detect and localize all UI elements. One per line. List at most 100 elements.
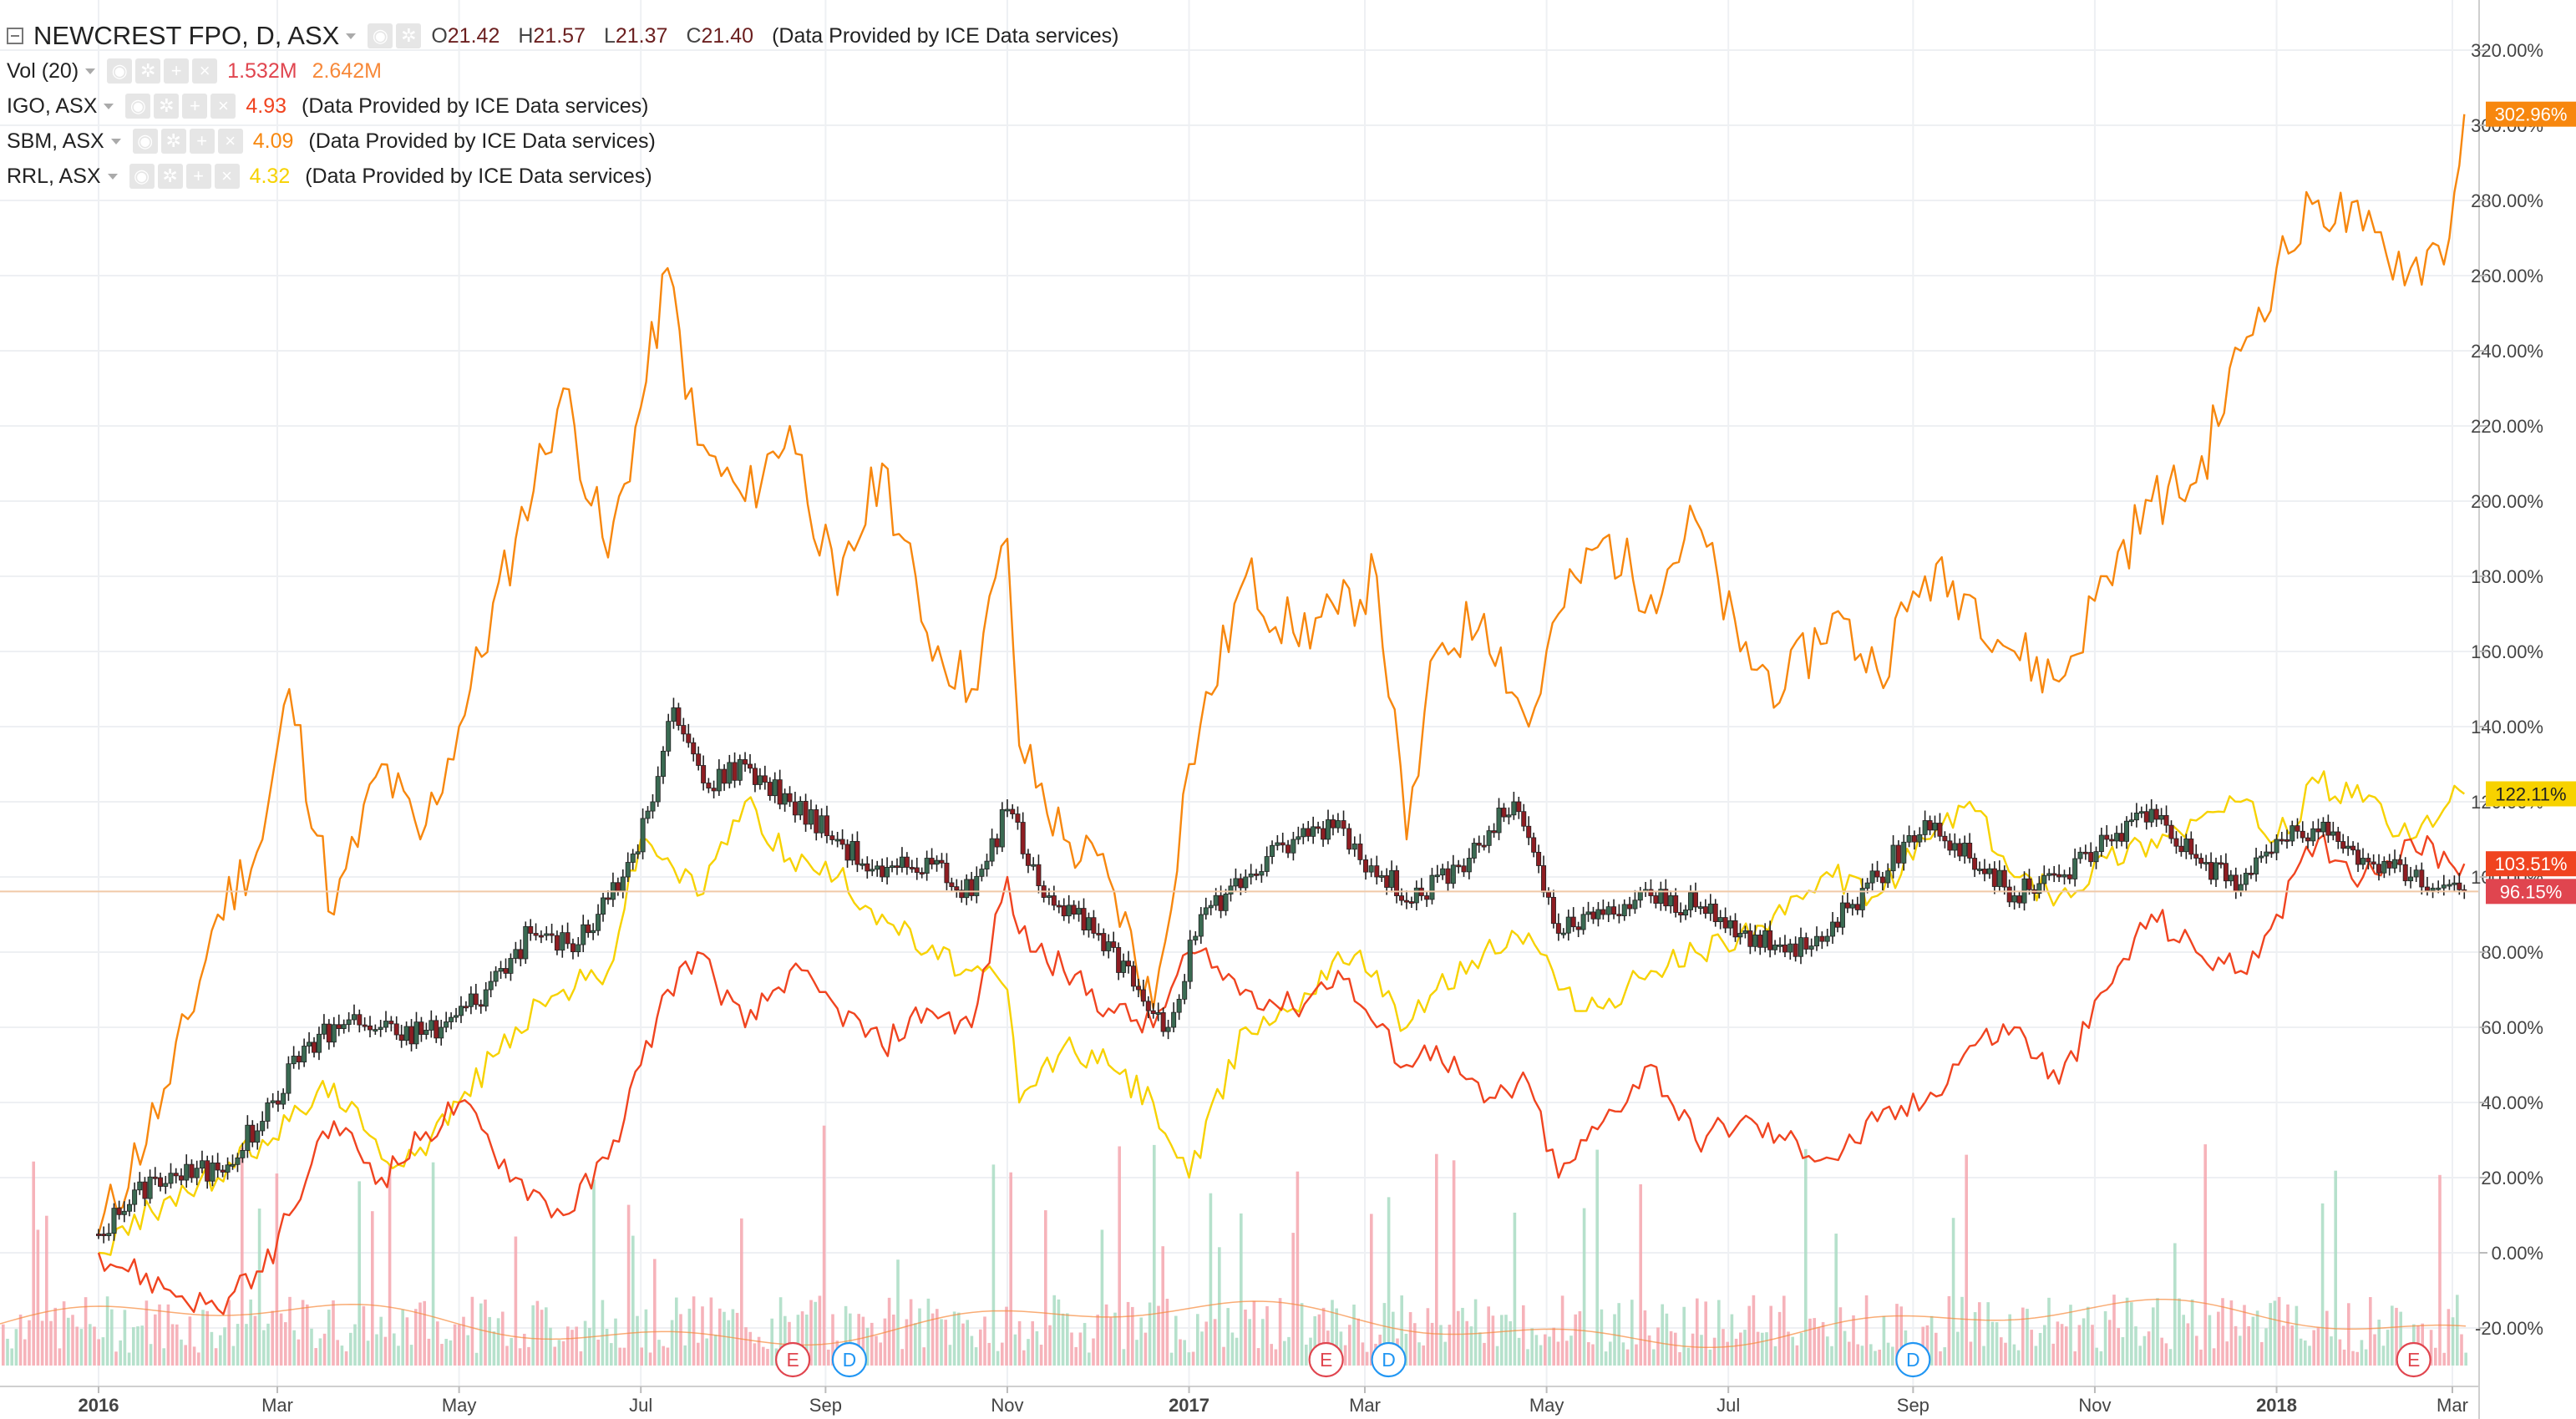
candle-body: [839, 839, 845, 845]
volume-bar: [1891, 1346, 1894, 1366]
chevron-down-icon[interactable]: [110, 138, 121, 144]
last-value-badge: [2486, 781, 2576, 807]
candle-body: [865, 863, 870, 872]
chevron-down-icon[interactable]: [346, 33, 357, 39]
volume-bar: [1478, 1332, 1482, 1366]
last-value-text: 302.96%: [2495, 104, 2568, 125]
legend-volume[interactable]: Vol (20) ◉ ✲ + × 1.532M 2.642M: [7, 53, 1119, 89]
chevron-down-icon[interactable]: [104, 103, 114, 109]
candle-body: [974, 875, 980, 896]
gear-icon[interactable]: ✲: [396, 23, 422, 48]
close-icon[interactable]: ×: [192, 58, 218, 84]
candle-body: [368, 1025, 373, 1031]
legend-rrl[interactable]: RRL, ASX ◉ ✲ + × 4.32 (Data Provided by …: [7, 159, 1119, 194]
candle-body: [2430, 887, 2436, 891]
candle-body: [2143, 811, 2149, 823]
volume-bar: [1161, 1246, 1164, 1366]
volume-bar: [449, 1340, 453, 1366]
chevron-down-icon[interactable]: [85, 68, 96, 74]
last-value-badge: [2486, 101, 2576, 127]
volume-bar: [1965, 1154, 1968, 1366]
candle-body: [1977, 869, 1983, 871]
legend-main-series[interactable]: NEWCREST FPO, D, ASX ◉ ✲ O21.42 H21.57 L…: [7, 18, 1119, 53]
volume-bar: [2099, 1351, 2103, 1366]
volume-bar: [952, 1311, 956, 1366]
candle-body: [1176, 998, 1182, 1013]
close-icon[interactable]: ×: [217, 129, 243, 154]
volume-bar: [453, 1324, 457, 1366]
volume-bar: [1078, 1332, 1083, 1366]
price-axis[interactable]: 320.00%300.00%280.00%260.00%240.00%220.0…: [2471, 40, 2543, 1339]
volume-bar: [322, 1333, 327, 1366]
dividend-marker[interactable]: [1371, 1341, 1407, 1378]
candle-body: [1275, 842, 1280, 846]
gear-icon[interactable]: ✲: [157, 164, 183, 189]
chevron-down-icon[interactable]: [107, 173, 118, 180]
earnings-marker[interactable]: [1308, 1341, 1344, 1378]
volume-bar: [158, 1304, 161, 1366]
volume-bar: [1491, 1315, 1495, 1366]
volume-bar: [735, 1312, 739, 1366]
candle-body: [2223, 863, 2229, 882]
candle-body: [523, 925, 529, 960]
volume-bar: [1630, 1300, 1634, 1366]
candle-body: [620, 876, 626, 891]
candle-body: [2178, 845, 2184, 853]
volume-bar: [814, 1301, 817, 1366]
plus-icon[interactable]: +: [185, 164, 211, 189]
candle-body: [2198, 858, 2204, 864]
candle-body: [880, 865, 885, 878]
volume-bar: [748, 1331, 752, 1366]
eye-icon[interactable]: ◉: [129, 164, 155, 189]
legend-igo[interactable]: IGO, ASX ◉ ✲ + × 4.93 (Data Provided by …: [7, 89, 1119, 124]
time-axis[interactable]: 2016 Mar May Jul Sep Nov 2017 Mar May Jul Sep Nov 20…: [79, 1386, 2468, 1416]
volume-bar: [2320, 1203, 2325, 1366]
close-icon[interactable]: ×: [210, 94, 236, 119]
volume-bar: [1544, 1334, 1547, 1366]
series-line-sbm[interactable]: [97, 114, 2466, 1234]
earnings-marker[interactable]: [2396, 1341, 2431, 1378]
eye-icon[interactable]: ◉: [125, 94, 151, 119]
volume-bar: [822, 1125, 826, 1366]
plus-icon[interactable]: +: [182, 94, 208, 119]
candle-body: [1772, 945, 1778, 950]
plus-icon[interactable]: +: [189, 129, 215, 154]
candle-body: [645, 810, 651, 819]
volume-bar: [892, 1314, 895, 1366]
volume-bar: [766, 1349, 769, 1366]
collapse-icon[interactable]: [7, 28, 23, 44]
legend-sbm[interactable]: SBM, ASX ◉ ✲ + × 4.09 (Data Provided by …: [7, 124, 1119, 159]
candle-body: [1076, 908, 1082, 915]
gear-icon[interactable]: ✲: [160, 129, 186, 154]
series-value: 4.09: [252, 129, 294, 153]
candle-body: [1722, 917, 1728, 929]
series-line-igo[interactable]: [97, 834, 2466, 1315]
candle-body: [116, 1208, 122, 1215]
eye-icon[interactable]: ◉: [107, 58, 133, 84]
volume-bar: [909, 1299, 913, 1366]
gear-icon[interactable]: ✲: [154, 94, 180, 119]
dividend-marker[interactable]: [831, 1341, 868, 1378]
candle-body: [1967, 843, 1973, 859]
candle-body: [2360, 858, 2366, 865]
close-icon[interactable]: ×: [214, 164, 240, 189]
volume-bar: [857, 1314, 860, 1366]
volume-bar: [1187, 1352, 1191, 1366]
plus-icon[interactable]: +: [164, 58, 190, 84]
gear-icon[interactable]: ✲: [135, 58, 161, 84]
eye-icon[interactable]: ◉: [368, 23, 393, 48]
volume-bar: [535, 1300, 540, 1366]
volume-bar: [1356, 1318, 1360, 1366]
candle-body: [716, 768, 722, 792]
candle-body: [1126, 960, 1132, 967]
dividend-marker[interactable]: [1895, 1341, 1931, 1378]
candle-body: [1859, 888, 1865, 910]
volume-bar: [1248, 1319, 1251, 1366]
earnings-marker[interactable]: [775, 1341, 811, 1378]
candle-body: [346, 1019, 352, 1026]
x-tick-label: May: [1529, 1395, 1564, 1416]
eye-icon[interactable]: ◉: [132, 129, 158, 154]
volume-bar: [1291, 1233, 1295, 1366]
